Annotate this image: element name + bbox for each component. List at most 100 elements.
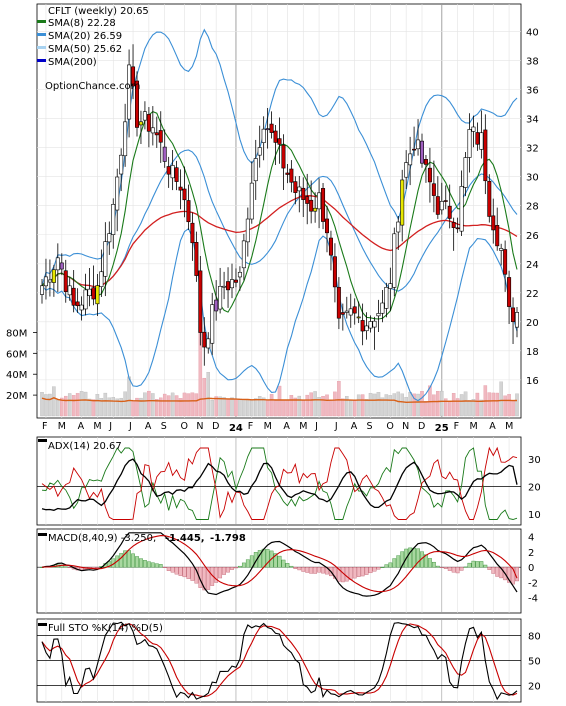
candle (471, 115, 476, 148)
macd-histogram-bar (146, 561, 151, 568)
macd-histogram-bar (154, 563, 159, 568)
price-tick-label: 26 (526, 231, 539, 242)
macd-histogram-bar (487, 566, 492, 570)
candle (463, 152, 468, 197)
candle (412, 126, 417, 157)
macd-histogram-bar (301, 566, 306, 572)
volume-bar (99, 398, 104, 417)
volume-bar (135, 397, 139, 417)
volume-bar (301, 400, 305, 417)
x-tick-label: D (212, 421, 219, 432)
volume-bar (380, 397, 385, 417)
candle-body (475, 132, 480, 145)
candle (427, 147, 432, 203)
volume-bar (79, 391, 84, 417)
candle-body (226, 281, 231, 291)
macd-histogram-bar (182, 566, 187, 578)
volume-bar (174, 395, 179, 417)
candle (495, 207, 500, 251)
macd-histogram-bar (186, 566, 191, 579)
candle-body (107, 233, 112, 243)
volume-bar (131, 401, 135, 417)
macd-histogram-bar (135, 556, 139, 568)
candle (178, 169, 183, 210)
price-tick-label: 22 (526, 289, 539, 300)
volume-bar (155, 399, 159, 417)
volume-bar (341, 398, 345, 417)
macd-signal-value: -1.445, (165, 533, 205, 544)
volume-bar (44, 394, 48, 417)
adx-tick-label: 10 (528, 510, 541, 521)
candle (313, 192, 318, 223)
macd-histogram-bar (253, 552, 258, 568)
volume-bar (289, 395, 294, 417)
volume-bar (305, 394, 309, 417)
legend-label: SMA(50) 25.62 (48, 44, 122, 55)
volume-bar (352, 399, 357, 417)
candle-body (388, 283, 393, 289)
candle (198, 256, 203, 346)
candle (206, 332, 211, 354)
candle (281, 134, 286, 190)
volume-bar (321, 395, 325, 417)
macd-histogram-bar (273, 553, 278, 568)
candle-body (507, 277, 512, 307)
x-tick-label: F (454, 421, 459, 432)
volume-bar (202, 377, 207, 417)
candle-body (479, 132, 484, 150)
price-tick-label: 20 (526, 318, 539, 329)
volume-bar (507, 394, 511, 417)
candle (419, 133, 424, 168)
candle (404, 150, 409, 190)
legend-swatch (37, 33, 46, 36)
volume-bar (293, 397, 298, 417)
x-tick-label: A (78, 421, 85, 432)
candle-body (39, 285, 44, 295)
volume-bar (250, 399, 254, 417)
volume-bar (119, 397, 123, 417)
candle (273, 125, 278, 166)
candle (269, 111, 274, 139)
x-tick-label: 24 (229, 423, 243, 434)
candle-body (487, 180, 492, 217)
price-tick-label: 24 (526, 260, 539, 271)
macd-histogram-bar (293, 566, 298, 569)
candle (79, 296, 84, 321)
candle-body (439, 201, 444, 211)
candle (289, 160, 294, 193)
candle-body (514, 312, 519, 328)
candle (138, 110, 143, 145)
candle-body (190, 222, 195, 244)
candle (257, 125, 262, 168)
volume-bar (269, 394, 274, 417)
candle (233, 268, 238, 288)
macd-histogram-bar (206, 566, 211, 590)
candle (154, 116, 159, 148)
volume-bar (170, 392, 175, 417)
volume-average-line (41, 397, 518, 404)
candle-body (368, 321, 373, 329)
macd-tick-label: 2 (528, 548, 534, 559)
candle (356, 301, 361, 324)
volume-bar (436, 391, 440, 417)
macd-histogram-bar (499, 566, 504, 579)
macd-histogram-bar (289, 565, 294, 568)
candle-body (427, 167, 432, 183)
volume-bar (166, 395, 171, 417)
macd-histogram-bar (380, 566, 385, 568)
volume-bar (333, 391, 337, 417)
volume-bar (487, 392, 492, 417)
candle-body (182, 188, 187, 201)
macd-title: MACD(8,40,9) -3.250, (48, 533, 156, 544)
candle (166, 156, 171, 188)
candle-body (91, 287, 96, 300)
volume-bar (214, 396, 218, 417)
macd-histogram-bar (348, 566, 353, 580)
macd-legend-swatch (38, 533, 47, 536)
candle (336, 277, 341, 330)
candle-body (241, 240, 246, 269)
candle-body (348, 308, 353, 316)
macd-tick-label: -2 (528, 578, 538, 589)
volume-bar (471, 399, 476, 417)
volume-bar (329, 399, 333, 417)
